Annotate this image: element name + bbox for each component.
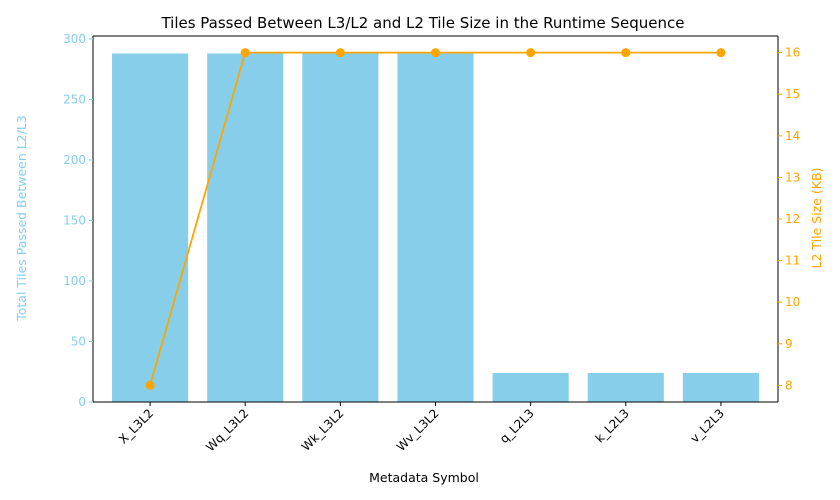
x-tick-label: X_L3L2 [116,406,156,446]
left-axis-ticks: 0 50 100 150 200 250 300 [63,32,93,409]
tile-size-point-Wv_L3L2 [431,48,440,58]
left-tick-label: 250 [63,92,86,106]
right-tick-label: 11 [785,254,800,268]
x-tick-label: k_L2L3 [593,406,632,445]
right-tick-label: 9 [785,337,793,351]
tile-size-point-v_L2L3 [716,48,726,58]
chart-title: Tiles Passed Between L3/L2 and L2 Tile S… [160,14,684,32]
right-axis-label: L2 Tile Size (KB) [809,168,824,269]
right-tick-label: 16 [785,46,800,60]
x-tick-label: Wv_L3L2 [394,406,442,454]
left-tick-label: 100 [63,274,86,288]
x-axis-ticks: X_L3L2 Wq_L3L2 Wk_L3L2 Wv_L3L2 q_L2L3 k_L2L3 v… [116,402,727,454]
left-tick-label: 300 [63,32,86,46]
tile-size-point-k_L2L3 [621,48,631,58]
line-layer [145,48,726,390]
bar-Wv_L3L2 [397,53,474,403]
left-tick-label: 150 [63,213,86,227]
x-tick-label: v_L2L3 [688,406,727,445]
bar-X_L3L2 [112,53,189,403]
x-tick-label: q_L2L3 [497,406,537,446]
x-axis-label: Metadata Symbol [369,470,479,485]
right-tick-label: 10 [785,295,800,309]
left-axis-label: Total Tiles Passed Between L2/L3 [14,115,29,322]
left-tick-label: 50 [71,334,86,348]
tile-size-point-Wq_L3L2 [240,48,250,58]
bar-k_L2L3 [587,372,664,402]
bar-v_L2L3 [682,372,759,402]
x-tick-label: Wk_L3L2 [299,406,347,454]
bar-q_L2L3 [492,372,569,402]
right-axis-ticks: 8 9 10 11 12 13 14 15 16 [778,46,800,392]
tile-size-point-X_L3L2 [145,380,155,390]
right-tick-label: 12 [785,212,800,226]
bar-Wk_L3L2 [302,53,379,403]
right-tick-label: 15 [785,87,800,101]
right-tick-label: 8 [785,378,793,392]
tile-size-point-Wk_L3L2 [335,48,345,58]
bar-Wq_L3L2 [207,53,284,403]
right-tick-label: 14 [785,129,800,143]
left-tick-label: 200 [63,153,86,167]
left-tick-label: 0 [78,395,86,409]
tile-size-point-q_L2L3 [526,48,536,58]
right-tick-label: 13 [785,170,800,184]
bars-layer [112,53,759,403]
x-tick-label: Wq_L3L2 [203,406,251,454]
